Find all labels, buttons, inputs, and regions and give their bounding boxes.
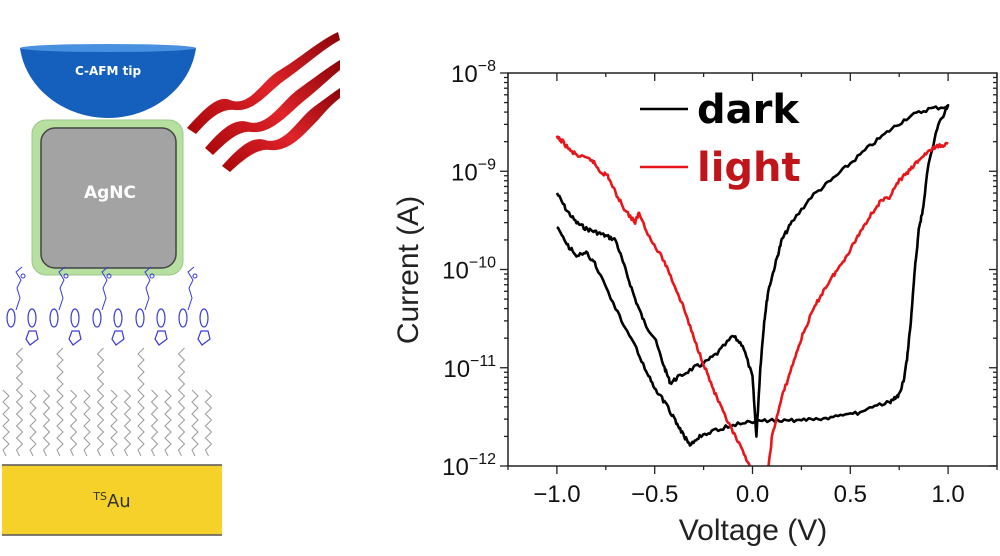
alkyl-chain bbox=[204, 389, 213, 457]
legend: dark light bbox=[640, 87, 801, 191]
alkyl-chain bbox=[29, 389, 37, 457]
x-tick-label: 0.0 bbox=[736, 481, 769, 508]
silver-nanocube: AgNC bbox=[31, 119, 184, 276]
y-tick-label: 10−8 bbox=[451, 58, 496, 88]
alkyl-chain bbox=[191, 389, 199, 457]
x-axis-title: Voltage (V) bbox=[679, 514, 827, 547]
acetyl-tail bbox=[101, 266, 109, 311]
x-tick-labels: −1.0 −0.5 0.0 0.5 1.0 bbox=[533, 481, 965, 508]
alkyl-chain bbox=[150, 389, 159, 457]
tip-label: C-AFM tip bbox=[75, 64, 142, 78]
ferrocene-ring bbox=[113, 308, 123, 328]
x-tick-label: −0.5 bbox=[631, 481, 678, 508]
ferrocene-ring bbox=[178, 308, 188, 328]
alkyl-chain bbox=[123, 389, 132, 457]
triazole-ring bbox=[111, 330, 125, 346]
y-tick-label: 10−12 bbox=[442, 451, 496, 481]
triazole-ring bbox=[197, 330, 211, 346]
y-tick-label: 10−9 bbox=[451, 156, 496, 186]
ferrocene-ring bbox=[49, 308, 59, 328]
plot-area bbox=[555, 103, 950, 466]
acetyl-tail bbox=[58, 266, 66, 311]
triazole-ring bbox=[25, 330, 39, 346]
acetyl-tail bbox=[187, 266, 195, 311]
axis-ticks bbox=[500, 72, 998, 474]
ferrocene-ring bbox=[135, 308, 145, 328]
oxygen-atom bbox=[106, 273, 112, 279]
x-tick-label: 1.0 bbox=[931, 481, 964, 508]
alkyl-chain bbox=[42, 389, 51, 457]
self-assembled-monolayer bbox=[2, 266, 213, 457]
ferrocene-ring bbox=[6, 308, 16, 328]
ferrocene-ring bbox=[27, 308, 37, 328]
ferrocene-ring bbox=[156, 308, 166, 328]
y-axis-title: Current (A) bbox=[392, 196, 425, 344]
legend-label-dark: dark bbox=[697, 87, 800, 133]
alkyl-chain bbox=[69, 389, 78, 457]
afm-tip: C-AFM tip bbox=[20, 44, 196, 118]
y-tick-label: 10−10 bbox=[442, 255, 496, 285]
acetyl-tail bbox=[144, 266, 152, 311]
light-ray bbox=[222, 88, 340, 172]
y-tick-labels: 10−8 10−9 10−10 10−11 10−12 bbox=[442, 58, 496, 481]
acetyl-tail bbox=[15, 266, 23, 311]
alkyl-chain bbox=[164, 389, 172, 457]
oxygen-atom bbox=[149, 273, 155, 279]
alkyl-chain bbox=[56, 347, 64, 457]
y-tick-label: 10−11 bbox=[443, 353, 496, 383]
substrate-label: TSAu bbox=[92, 490, 130, 512]
alkyl-chain bbox=[96, 347, 105, 457]
light-rays bbox=[187, 32, 340, 172]
alkyl-chain bbox=[83, 389, 91, 457]
ferrocene-ring bbox=[92, 308, 102, 328]
triazole-ring bbox=[154, 330, 168, 346]
series-line-dark bbox=[555, 103, 950, 447]
oxygen-atom bbox=[63, 273, 69, 279]
alkyl-chain bbox=[110, 389, 118, 457]
alkyl-chain bbox=[15, 347, 24, 457]
iv-chart: 10−8 10−9 10−10 10−11 10−12 −1.0 −0.5 0.0 0.5 1.… bbox=[392, 58, 998, 547]
triazole-ring bbox=[68, 330, 82, 346]
series-line-light bbox=[555, 135, 949, 466]
x-tick-label: 0.5 bbox=[834, 481, 867, 508]
ferrocene-ring bbox=[199, 308, 209, 328]
ferrocene-ring bbox=[70, 308, 80, 328]
alkyl-chain bbox=[137, 347, 145, 457]
gold-substrate: TSAu bbox=[2, 464, 222, 536]
alkyl-chain bbox=[2, 389, 10, 457]
light-ray bbox=[187, 32, 340, 134]
x-tick-label: −1.0 bbox=[533, 481, 580, 508]
alkyl-chain bbox=[177, 347, 186, 457]
oxygen-atom bbox=[192, 273, 198, 279]
device-schematic: C-AFM tip AgNC TSAu bbox=[2, 32, 340, 536]
legend-label-light: light bbox=[697, 145, 801, 191]
light-ray bbox=[205, 60, 340, 155]
nanocube-label: AgNC bbox=[84, 183, 136, 203]
oxygen-atom bbox=[20, 273, 26, 279]
